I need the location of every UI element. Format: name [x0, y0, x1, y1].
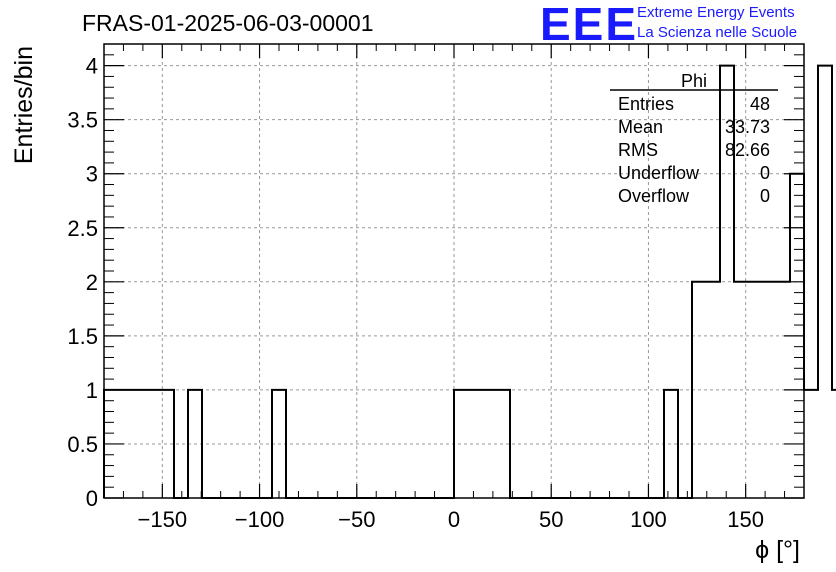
stats-overflow-value: 0 [760, 186, 770, 206]
x-axis-label: ϕ [°] [755, 536, 800, 564]
x-tick-label-5: 100 [630, 507, 667, 532]
y-tick-label-4: 2 [86, 270, 98, 295]
stats-entries-value: 48 [750, 94, 770, 114]
y-tick-label-8: 4 [86, 54, 98, 79]
stats-mean-value: 33.73 [725, 117, 770, 137]
eee-logo: EEE [540, 0, 639, 50]
x-tick-label-2: −50 [338, 507, 375, 532]
y-tick-label-1: 0.5 [67, 432, 98, 457]
grid-lines [104, 44, 804, 498]
y-tick-label-2: 1 [86, 378, 98, 403]
stats-box-title: Phi [681, 71, 707, 91]
plot-frame [103, 43, 805, 499]
stats-rms-value: 82.66 [725, 140, 770, 160]
stats-mean-label: Mean [618, 117, 663, 137]
histogram-series-phi [103, 64, 836, 499]
chart-title: FRAS-01-2025-06-03-00001 [82, 10, 374, 36]
logo-subtitle-line1: Extreme Energy Events [637, 4, 795, 21]
stats-box: Phi Entries 48 Mean 33.73 RMS 82.66 Unde… [610, 71, 778, 206]
y-tick-label-5: 2.5 [67, 216, 98, 241]
x-tick-label-1: −100 [235, 507, 285, 532]
stats-rms-label: RMS [618, 140, 658, 160]
x-tick-label-4: 50 [539, 507, 563, 532]
x-tick-label-6: 150 [727, 507, 764, 532]
axis-tick-labels: −150 −100 −50 0 50 100 150 0 0.5 1 1.5 2 2.5 3 3.5 4 [67, 54, 764, 532]
logo-subtitle-line2: La Scienza nelle Scuole [637, 24, 798, 41]
stats-underflow-label: Underflow [618, 163, 700, 183]
y-tick-label-0: 0 [86, 486, 98, 511]
stats-entries-label: Entries [618, 94, 674, 114]
x-tick-label-3: 0 [448, 507, 460, 532]
y-tick-label-7: 3.5 [67, 108, 98, 133]
y-axis-label: Entries/bin [10, 46, 38, 164]
y-tick-label-3: 1.5 [67, 324, 98, 349]
stats-underflow-value: 0 [760, 163, 770, 183]
y-tick-label-6: 3 [86, 162, 98, 187]
x-tick-label-0: −150 [138, 507, 188, 532]
stats-overflow-label: Overflow [618, 186, 690, 206]
